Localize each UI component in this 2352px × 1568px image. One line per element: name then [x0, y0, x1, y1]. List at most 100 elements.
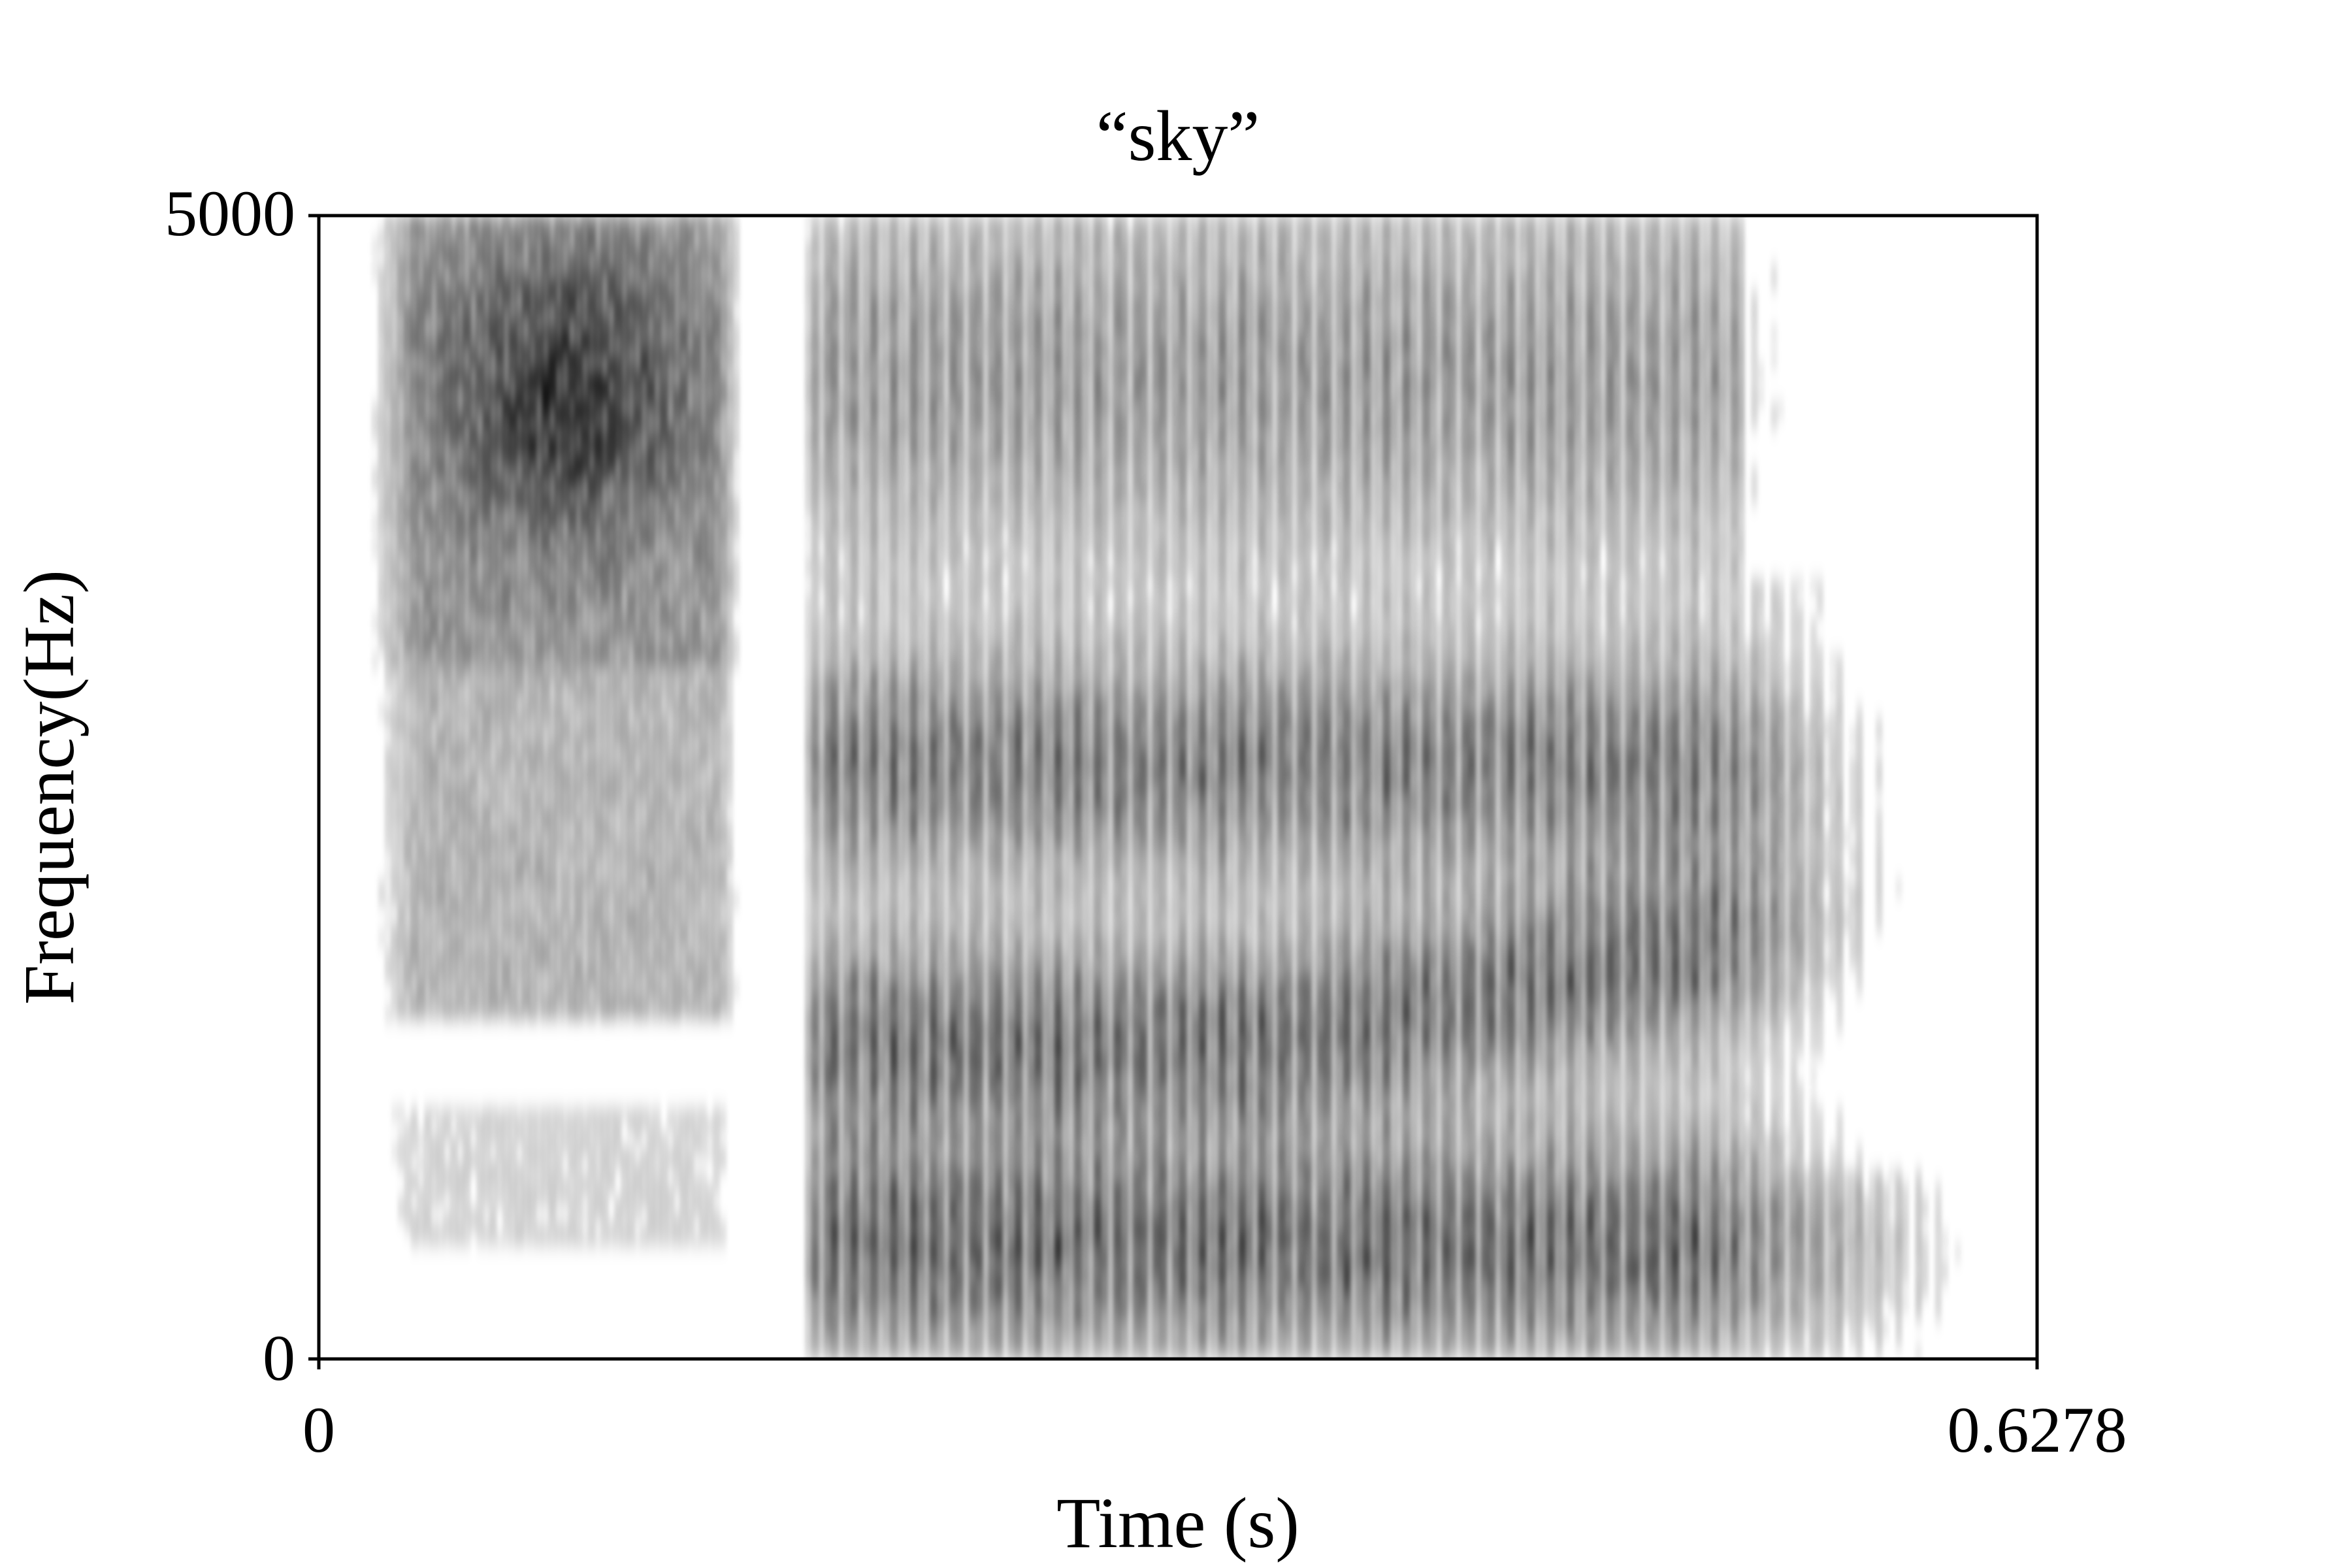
spectrogram-cell [555, 806, 563, 819]
spectrogram-cell [424, 252, 431, 265]
spectrogram-cell [529, 516, 536, 529]
spectrogram-cell [523, 391, 530, 404]
spectrogram-cell [555, 1158, 563, 1171]
spectrogram-cell [549, 969, 556, 982]
spectrogram-cell [385, 919, 392, 932]
spectrogram-cell [483, 932, 490, 945]
spectrogram-cell [568, 1007, 576, 1020]
spectrogram-cell [463, 278, 470, 291]
spectrogram-cell [536, 302, 543, 316]
spectrogram-cell [516, 416, 523, 429]
spectrogram-cell [470, 252, 477, 265]
spectrogram-cell [497, 1170, 504, 1183]
spectrogram-cell [417, 994, 425, 1007]
spectrogram-cell [549, 1158, 556, 1171]
spectrogram-cell [398, 982, 405, 995]
spectrogram-cell [542, 1133, 549, 1146]
spectrogram-cell [568, 1170, 576, 1183]
spectrogram-cell [536, 868, 543, 881]
spectrogram-cell [424, 1220, 431, 1233]
spectrogram-cell [516, 1183, 523, 1196]
spectrogram-cell [385, 604, 392, 617]
spectrogram-cell [542, 265, 549, 278]
spectrogram-cell [568, 680, 576, 693]
spectrogram-cell [476, 378, 483, 391]
spectrogram-cell [529, 617, 536, 630]
spectrogram-cell [463, 906, 470, 919]
spectrogram-cell [371, 617, 378, 630]
spectrogram-cell [516, 969, 523, 982]
spectrogram-cell [555, 768, 563, 781]
spectrogram-cell [444, 768, 451, 781]
spectrogram-cell [497, 617, 504, 630]
spectrogram-cell [483, 580, 490, 593]
spectrogram-cell [497, 580, 504, 593]
spectrogram-cell [497, 969, 504, 982]
spectrogram-cell [549, 403, 556, 416]
spectrogram-cell [470, 630, 477, 643]
spectrogram-cell [562, 906, 569, 919]
spectrogram-cell [549, 240, 556, 253]
spectrogram-cell [523, 340, 530, 353]
spectrogram-cell [536, 529, 543, 542]
spectrogram-cell [476, 227, 483, 240]
spectrogram-cell [391, 554, 399, 567]
spectrogram-cell [417, 717, 425, 730]
spectrogram-cell [503, 378, 510, 391]
spectrogram-cell [470, 1158, 477, 1171]
spectrogram-cell [581, 1133, 589, 1146]
spectrogram-cell [444, 956, 451, 970]
spectrogram-cell [470, 856, 477, 869]
spectrogram-cell [575, 554, 582, 567]
spectrogram-cell [542, 944, 549, 957]
spectrogram-cell [457, 1107, 464, 1120]
spectrogram-cell [385, 479, 392, 492]
spectrogram-cell [378, 705, 385, 718]
spectrogram-cell [476, 1007, 483, 1020]
spectrogram-cell [489, 592, 497, 605]
spectrogram-cell [510, 453, 517, 466]
spectrogram-cell [391, 416, 399, 429]
spectrogram-cell [391, 868, 399, 881]
spectrogram-cell [450, 655, 457, 668]
spectrogram-cell [575, 793, 582, 806]
spectrogram-cell [450, 529, 457, 542]
spectrogram-cell [476, 516, 483, 529]
spectrogram-cell [463, 831, 470, 844]
spectrogram-cell [404, 290, 412, 303]
spectrogram-cell [542, 491, 549, 504]
spectrogram-cell [450, 793, 457, 806]
spectrogram-cell [404, 592, 412, 605]
spectrogram-cell [424, 843, 431, 857]
spectrogram-cell [542, 391, 549, 404]
spectrogram-cell [411, 642, 418, 655]
spectrogram-cell [470, 793, 477, 806]
spectrogram-cell [489, 730, 497, 743]
spectrogram-cell [450, 768, 457, 781]
spectrogram-cell [411, 315, 418, 328]
spectrogram-cell [581, 982, 589, 995]
spectrogram-cell [424, 580, 431, 593]
spectrogram-cell [536, 252, 543, 265]
spectrogram-cell [437, 1220, 444, 1233]
spectrogram-cell [562, 378, 569, 391]
spectrogram-cell [378, 894, 385, 907]
spectrogram-cell [542, 328, 549, 341]
spectrogram-cell [536, 768, 543, 781]
spectrogram-cell [450, 868, 457, 881]
spectrogram-cell [411, 227, 418, 240]
spectrogram-cell [385, 969, 392, 982]
spectrogram-cell [417, 944, 425, 957]
spectrogram-cell [503, 1208, 510, 1221]
spectrogram-cell [437, 328, 444, 341]
spectrogram-cell [536, 818, 543, 831]
spectrogram-cell [450, 630, 457, 643]
spectrogram-cell [437, 479, 444, 492]
spectrogram-cell [510, 617, 517, 630]
spectrogram-cell [450, 944, 457, 957]
spectrogram-cell [529, 315, 536, 328]
spectrogram-cell [542, 278, 549, 291]
spectrogram-cell [437, 755, 444, 768]
spectrogram-cell [431, 604, 438, 617]
spectrogram-cell [398, 566, 405, 580]
